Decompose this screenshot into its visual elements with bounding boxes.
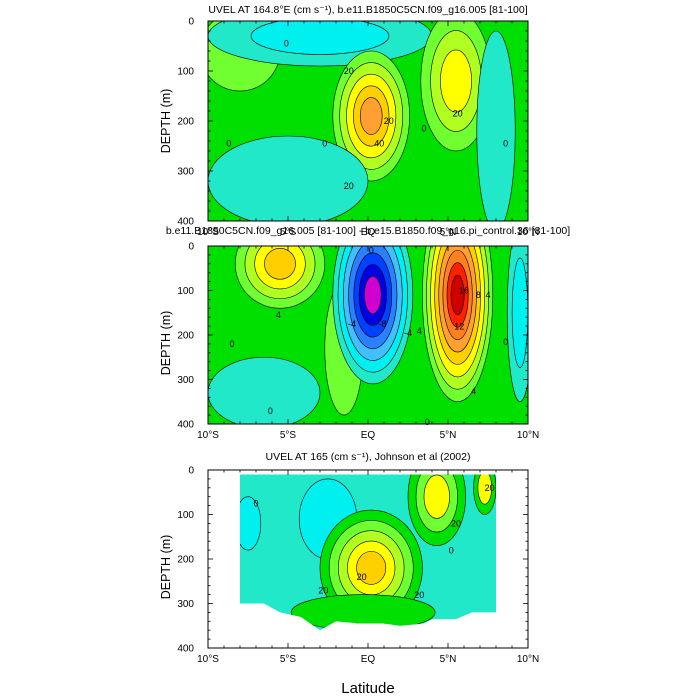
contour-label: 16	[459, 286, 469, 296]
contour-label: 12	[454, 321, 464, 331]
y-tick-label: 200	[177, 331, 194, 342]
contour-labels-panel-3: 20 20 20 20 20 0 0	[253, 483, 495, 600]
contour-label: 0	[229, 339, 234, 349]
contour-level-orange	[359, 97, 383, 135]
y-tick-label: 400	[177, 644, 194, 655]
contour-label: 0	[284, 39, 289, 49]
x-tick-label: 10°S	[197, 654, 219, 665]
contour-label: 0	[503, 337, 508, 347]
panel-model-uvel: UVEL AT 164.8°E (cm s⁻¹), b.e11.B1850C5C…	[159, 4, 539, 238]
x-tick-label: 5°N	[440, 430, 457, 441]
contour-label: 20	[453, 109, 463, 119]
y-tick-label: 0	[188, 466, 194, 477]
x-axis-label: Latitude	[341, 680, 394, 697]
contour-label: 0	[322, 139, 327, 149]
contour-level-green	[290, 594, 436, 631]
x-tick-label: 10°N	[517, 227, 539, 238]
contour-label: 0	[449, 545, 454, 555]
x-tick-label: 5°N	[440, 654, 457, 665]
contour-level-cyan	[240, 496, 262, 551]
contour-label: 8	[476, 290, 481, 300]
y-axis-label-panel-1: DEPTH (m)	[159, 89, 173, 154]
contour-label: -4	[404, 328, 412, 338]
contour-fill-panel-2	[208, 246, 528, 424]
x-tick-label: 10°N	[517, 430, 539, 441]
panel-1-title: UVEL AT 164.8°E (cm s⁻¹), b.e11.B1850C5C…	[208, 4, 527, 16]
contour-label: 4	[471, 386, 476, 396]
panel-difference: b.e11.B1850C5CN.f09_g16.005 [81-100] - b…	[159, 225, 570, 442]
contour-label: 0	[425, 417, 430, 427]
contour-level-aqua	[208, 135, 369, 221]
x-tick-label: EQ	[361, 430, 376, 441]
contour-level-yellow	[477, 474, 492, 505]
contour-label: 20	[485, 483, 495, 493]
x-tick-label: 5°N	[440, 227, 457, 238]
y-tick-label: 400	[177, 420, 194, 431]
contour-label: -8	[378, 319, 386, 329]
contour-level-darkred	[450, 274, 465, 316]
contour-label: 0	[226, 139, 231, 149]
contour-labels-panel-1: 20 20 40 20 20 0 0 0 0 0	[226, 39, 508, 191]
x-tick-label: EQ	[361, 227, 376, 238]
contour-label: 40	[374, 139, 384, 149]
contour-level-cyan	[250, 21, 390, 55]
contour-label: 4	[276, 310, 281, 320]
panel-2-title: b.e11.B1850C5CN.f09_g16.005 [81-100] - b…	[166, 225, 570, 237]
contour-label: 20	[357, 572, 367, 582]
contour-label: 20	[344, 181, 354, 191]
contour-level-magenta	[364, 275, 382, 314]
contour-label: 20	[451, 519, 461, 529]
contour-label: 0	[421, 124, 426, 134]
x-tick-label: 10°N	[517, 654, 539, 665]
contour-level-aqua	[208, 356, 321, 424]
contour-label: 0	[503, 139, 508, 149]
x-tick-label: 5°S	[280, 654, 297, 665]
contour-level-yellow	[423, 474, 450, 519]
contour-label: 20	[414, 590, 424, 600]
x-tick-label: 10°S	[197, 227, 219, 238]
contour-label: 0	[369, 246, 374, 256]
contour-label: 0	[253, 499, 258, 509]
y-tick-label: 300	[177, 167, 194, 178]
y-axis-label-panel-3: DEPTH (m)	[159, 535, 173, 600]
contour-label: -4	[348, 319, 356, 329]
panel-observations: UVEL AT 165 (cm s⁻¹), Johnson et al (200…	[159, 451, 539, 666]
contour-level-cyan	[511, 257, 528, 368]
y-tick-label: 200	[177, 117, 194, 128]
contour-level-lightorange	[264, 248, 296, 280]
contour-level-lightorange	[356, 551, 387, 585]
y-tick-label: 300	[177, 375, 194, 386]
y-tick-label: 100	[177, 67, 194, 78]
contour-label: 4	[417, 326, 422, 336]
contour-label: 4	[485, 290, 490, 300]
y-tick-label: 0	[188, 17, 194, 28]
x-tick-label: 5°S	[280, 430, 297, 441]
y-tick-label: 100	[177, 510, 194, 521]
y-tick-label: 200	[177, 555, 194, 566]
contour-level-aqua	[476, 30, 516, 221]
y-tick-label: 100	[177, 286, 194, 297]
x-tick-label: 10°S	[197, 430, 219, 441]
panel-3-title: UVEL AT 165 (cm s⁻¹), Johnson et al (200…	[266, 451, 471, 463]
contour-label: 20	[344, 66, 354, 76]
contour-label: 20	[318, 585, 328, 595]
y-tick-label: 400	[177, 217, 194, 228]
y-tick-label: 300	[177, 599, 194, 610]
contour-label: 0	[268, 406, 273, 416]
y-tick-label: 0	[188, 242, 194, 253]
y-axis-label-panel-2: DEPTH (m)	[159, 311, 173, 376]
x-tick-label: 5°S	[280, 227, 297, 238]
contour-fill-panel-1	[208, 21, 528, 221]
contour-level-yellow	[440, 49, 472, 113]
contour-fill-panel-3	[240, 474, 496, 631]
x-tick-label: EQ	[361, 654, 376, 665]
contour-label: 20	[384, 116, 394, 126]
